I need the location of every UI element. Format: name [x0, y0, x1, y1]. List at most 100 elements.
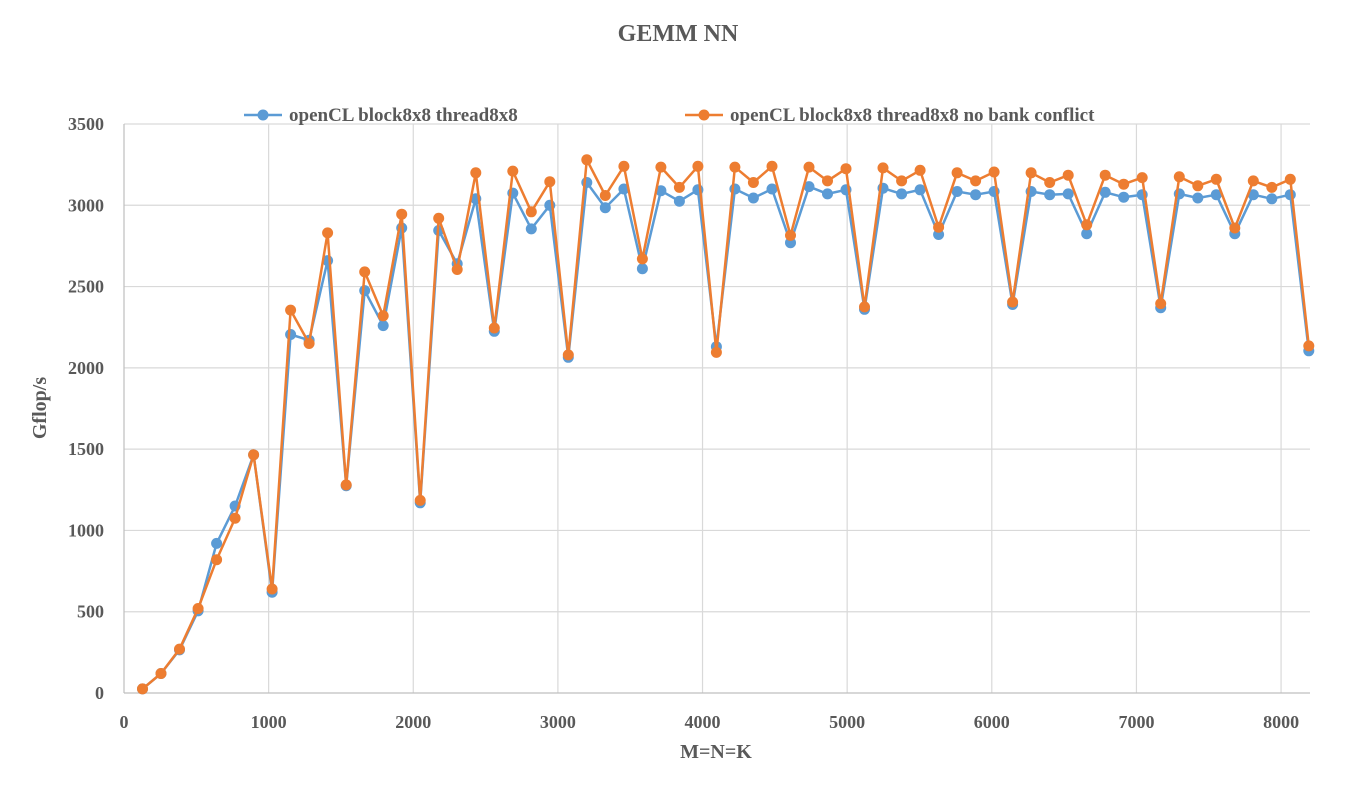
data-point-series-1: [673, 195, 685, 207]
data-point-series-2: [692, 160, 704, 172]
data-point-series-2: [303, 338, 315, 349]
data-point-series-1: [1081, 228, 1093, 240]
y-tick-label: 3000: [68, 195, 104, 215]
data-point-series-2: [859, 301, 870, 313]
data-point-series-1: [1099, 186, 1111, 198]
data-point-series-2: [988, 166, 1000, 178]
data-point-series-2: [525, 206, 537, 218]
data-point-series-2: [1136, 172, 1148, 184]
y-tick-labels: 0 500 1000 1500 2000 2500 3000 3500: [68, 114, 104, 703]
data-point-series-2: [914, 164, 926, 176]
x-tick-label: 7000: [1118, 712, 1154, 732]
data-point-series-1: [525, 223, 537, 235]
data-point-series-1: [822, 188, 833, 200]
x-tick-label: 5000: [829, 712, 865, 732]
x-tick-label: 3000: [540, 712, 576, 732]
data-point-series-1: [970, 189, 982, 201]
data-point-series-1: [285, 329, 297, 340]
x-tick-label: 8000: [1263, 712, 1299, 732]
data-point-series-2: [248, 449, 260, 461]
data-point-series-1: [747, 192, 759, 204]
data-point-series-1: [1266, 193, 1278, 205]
data-point-series-2: [470, 167, 482, 179]
data-point-series-1: [359, 285, 371, 297]
data-point-series-2: [433, 212, 445, 224]
data-point-series-1: [803, 181, 815, 193]
data-point-series-2: [1173, 171, 1185, 183]
data-point-series-2: [377, 310, 389, 322]
data-point-series-1: [1284, 189, 1296, 201]
data-point-series-2: [1155, 298, 1167, 310]
legend-label-2: openCL block8x8 thread8x8 no bank confli…: [730, 105, 1095, 126]
y-tick-label: 1000: [68, 520, 104, 540]
data-point-series-2: [1284, 173, 1296, 185]
data-point-series-1: [766, 183, 778, 195]
axes: [123, 124, 1310, 694]
legend: openCL block8x8 thread8x8 openCL block8x…: [244, 105, 1095, 126]
data-point-series-2: [1247, 175, 1259, 187]
legend-item-series-2: openCL block8x8 thread8x8 no bank confli…: [685, 105, 1095, 126]
data-point-series-2: [970, 175, 982, 187]
data-point-series-1: [581, 177, 593, 188]
data-point-series-2: [618, 160, 630, 172]
data-point-series-2: [877, 162, 889, 174]
data-point-series-2: [211, 554, 223, 566]
data-point-series-2: [1118, 178, 1130, 190]
data-point-series-2: [933, 221, 945, 233]
data-point-series-2: [581, 154, 593, 166]
legend-label-1: openCL block8x8 thread8x8: [289, 105, 518, 126]
data-point-series-2: [599, 190, 611, 201]
data-point-series-2: [1303, 340, 1315, 352]
y-tick-label: 3500: [68, 114, 104, 134]
data-point-series-2: [396, 208, 408, 220]
series-2: [137, 154, 1315, 695]
data-point-series-2: [1007, 296, 1019, 308]
data-point-series-2: [562, 349, 574, 361]
data-point-series-2: [951, 167, 963, 179]
data-point-series-2: [1266, 181, 1278, 193]
data-point-series-1: [1247, 189, 1259, 201]
data-point-series-1: [1192, 192, 1204, 204]
data-point-series-2: [729, 161, 741, 173]
data-point-series-2: [1099, 169, 1111, 181]
data-point-series-1: [211, 537, 223, 549]
legend-item-series-1: openCL block8x8 thread8x8: [244, 105, 518, 126]
data-point-series-2: [322, 227, 334, 239]
data-point-series-2: [1081, 219, 1093, 231]
y-tick-label: 1500: [68, 439, 104, 459]
data-point-series-2: [766, 160, 778, 172]
data-point-series-1: [1062, 188, 1074, 200]
data-point-series-2: [451, 264, 463, 275]
data-point-series-2: [1044, 177, 1056, 188]
data-point-series-2: [1229, 222, 1241, 234]
data-point-series-1: [896, 188, 908, 200]
data-point-series-2: [803, 161, 815, 173]
legend-swatch-marker-2: [698, 109, 710, 121]
data-point-series-2: [1192, 180, 1204, 192]
data-point-series-2: [192, 603, 204, 614]
data-point-series-2: [544, 176, 556, 188]
data-point-series-1: [729, 183, 741, 195]
data-point-series-2: [673, 181, 685, 193]
data-point-series-1: [377, 320, 389, 332]
data-point-series-2: [822, 175, 833, 187]
data-point-series-1: [1118, 191, 1130, 203]
data-point-series-2: [229, 512, 241, 524]
x-tick-label: 6000: [974, 712, 1010, 732]
data-point-series-2: [1210, 173, 1222, 185]
data-point-series-2: [155, 668, 167, 679]
data-point-series-2: [896, 175, 908, 187]
x-axis-title: M=N=K: [680, 741, 752, 763]
y-axis-title: Gflop/s: [29, 377, 51, 439]
y-tick-label: 0: [95, 683, 104, 703]
data-point-series-1: [636, 263, 648, 275]
data-point-series-2: [488, 322, 500, 334]
data-point-series-2: [137, 683, 148, 695]
data-point-series-2: [710, 346, 722, 358]
data-point-series-1: [599, 202, 611, 214]
data-point-series-1: [914, 184, 926, 196]
series-group: [137, 154, 1315, 695]
data-point-series-2: [340, 479, 352, 491]
data-point-series-1: [1044, 189, 1056, 201]
